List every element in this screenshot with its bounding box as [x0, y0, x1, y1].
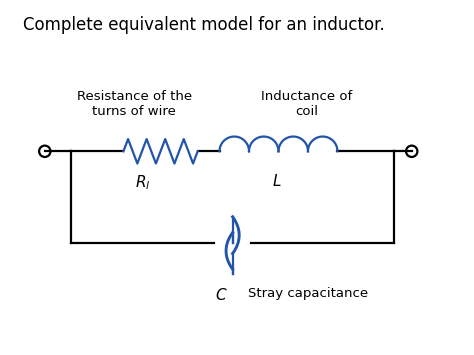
Text: $R_l$: $R_l$ [136, 173, 151, 192]
Text: Resistance of the
turns of wire: Resistance of the turns of wire [77, 90, 192, 118]
Text: $C$: $C$ [215, 287, 228, 303]
Text: Complete equivalent model for an inductor.: Complete equivalent model for an inducto… [23, 16, 385, 34]
Text: $L$: $L$ [272, 173, 281, 189]
Text: Inductance of
coil: Inductance of coil [261, 90, 353, 118]
Text: Stray capacitance: Stray capacitance [248, 287, 368, 300]
